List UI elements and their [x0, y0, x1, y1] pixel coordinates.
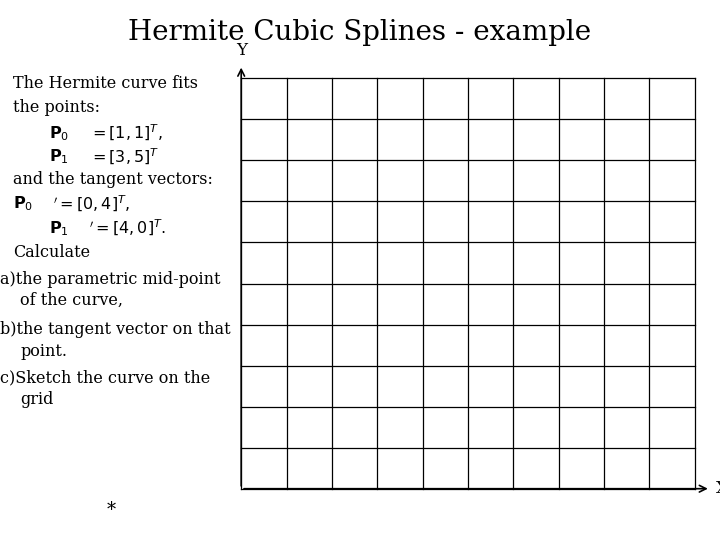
Text: X: X	[716, 480, 720, 497]
Text: $\mathbf{P}_{1}$: $\mathbf{P}_{1}$	[49, 147, 69, 166]
Text: the points:: the points:	[13, 99, 100, 117]
Text: $\mathbf{P}_{0}$: $\mathbf{P}_{0}$	[13, 195, 33, 213]
Text: a)the parametric mid-point: a)the parametric mid-point	[0, 271, 220, 288]
Text: Hermite Cubic Splines - example: Hermite Cubic Splines - example	[128, 19, 592, 46]
Text: grid: grid	[20, 391, 53, 408]
Text: of the curve,: of the curve,	[20, 292, 123, 309]
Text: and the tangent vectors:: and the tangent vectors:	[13, 171, 213, 188]
Text: Calculate: Calculate	[13, 244, 90, 261]
Text: $\mathbf{P}_{1}$: $\mathbf{P}_{1}$	[49, 219, 69, 238]
Text: $= [1,1]^T,$: $= [1,1]^T,$	[89, 123, 162, 144]
Text: $= [3,5]^T$: $= [3,5]^T$	[89, 146, 159, 167]
Text: The Hermite curve fits: The Hermite curve fits	[13, 75, 198, 92]
Text: b)the tangent vector on that: b)the tangent vector on that	[0, 321, 230, 338]
Text: $' = [4,0]^T.$: $' = [4,0]^T.$	[89, 218, 166, 239]
Text: point.: point.	[20, 342, 67, 360]
Text: c)Sketch the curve on the: c)Sketch the curve on the	[0, 369, 210, 387]
Text: Y: Y	[235, 43, 247, 59]
Text: *: *	[107, 501, 116, 519]
Text: $' = [0,4]^T,$: $' = [0,4]^T,$	[53, 194, 130, 214]
Text: $\mathbf{P}_{0}$: $\mathbf{P}_{0}$	[49, 124, 69, 143]
